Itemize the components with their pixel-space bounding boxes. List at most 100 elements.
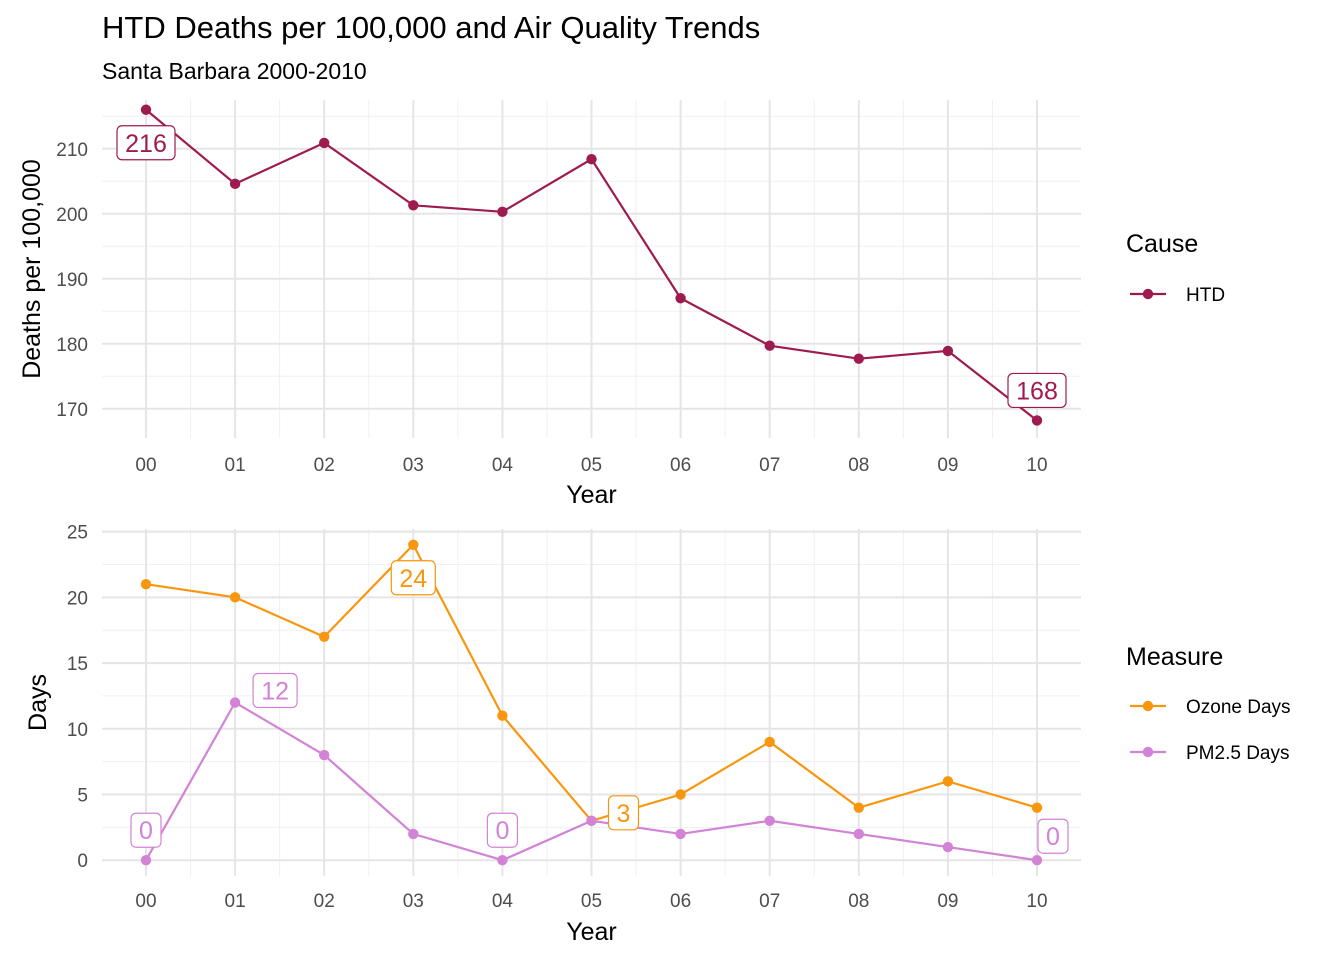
data-point	[408, 200, 419, 211]
x-tick-label: 03	[403, 891, 424, 912]
data-point	[319, 631, 330, 642]
data-point	[408, 828, 419, 840]
data-point	[942, 776, 954, 787]
x-tick-label: 09	[937, 455, 958, 476]
data-point	[497, 855, 508, 866]
data-point	[675, 293, 686, 304]
data-label: 12	[261, 678, 289, 706]
y-tick-label: 10	[67, 720, 88, 741]
y-tick-label: 210	[56, 140, 88, 161]
data-label: 0	[495, 817, 509, 845]
legend-title: Measure	[1126, 643, 1223, 671]
data-label-box: 168	[1007, 372, 1067, 409]
data-point	[764, 340, 775, 351]
data-point	[140, 855, 152, 866]
data-point	[229, 178, 241, 190]
y-tick-label: 20	[67, 588, 88, 609]
chart-title: HTD Deaths per 100,000 and Air Quality T…	[102, 10, 761, 45]
legend-key-point	[1142, 288, 1154, 300]
data-label-frame	[130, 812, 162, 848]
data-point	[1031, 415, 1043, 426]
data-point	[675, 828, 686, 840]
data-label-box: 24	[390, 560, 436, 596]
data-label: 3	[617, 800, 631, 828]
data-label-box: 12	[252, 672, 298, 709]
y-tick-label: 200	[56, 205, 88, 226]
data-point	[319, 749, 330, 761]
x-tick-label: 08	[848, 455, 869, 476]
data-point	[497, 206, 508, 217]
y-tick-label: 180	[56, 335, 88, 356]
x-tick-label: 00	[135, 891, 156, 912]
x-tick-label: 05	[581, 455, 602, 476]
data-label: 168	[1016, 377, 1058, 405]
x-tick-label: 04	[492, 455, 514, 476]
data-label: 0	[139, 817, 153, 845]
data-point	[229, 592, 241, 603]
data-label-frame	[116, 125, 176, 161]
y-tick-label: 5	[77, 786, 88, 807]
legend-1: Cause HTD	[1126, 230, 1225, 306]
x-tick-label: 00	[135, 455, 156, 476]
data-point	[764, 736, 775, 748]
x-tick-label: 02	[314, 891, 335, 912]
data-label: 0	[1046, 823, 1060, 851]
x-tick-label: 09	[937, 891, 958, 912]
data-point	[942, 841, 954, 853]
data-point	[853, 802, 864, 813]
data-point	[140, 104, 152, 115]
x-tick-label: 05	[581, 891, 602, 912]
data-label: 24	[399, 565, 427, 593]
data-label-frame	[390, 560, 436, 596]
legend-label: HTD	[1186, 285, 1225, 306]
data-label-box: 0	[130, 812, 162, 848]
legend-label: PM2.5 Days	[1186, 743, 1289, 764]
data-point	[319, 137, 330, 149]
x-tick-label: 02	[314, 455, 335, 476]
legend-2: Measure Ozone Days PM2.5 Days	[1126, 643, 1291, 764]
x-tick-label: 07	[759, 891, 780, 912]
data-point	[853, 828, 864, 840]
legend-title: Cause	[1126, 230, 1198, 258]
data-point	[853, 353, 864, 364]
legend-key-point	[1142, 746, 1154, 758]
data-label-frame	[252, 672, 298, 709]
data-point	[140, 579, 152, 590]
data-label-box: 0	[486, 812, 518, 848]
x-tick-label: 07	[759, 455, 780, 476]
data-point	[1031, 802, 1043, 813]
x-tick-label: 04	[492, 891, 514, 912]
x-tick-label: 01	[225, 891, 246, 912]
legend-label: Ozone Days	[1186, 697, 1291, 718]
data-point	[586, 815, 597, 826]
x-axis-title: Year	[566, 918, 617, 946]
y-tick-label: 25	[67, 523, 88, 544]
data-label-box: 3	[607, 795, 640, 831]
data-point	[764, 815, 775, 826]
data-label: 216	[125, 130, 167, 158]
data-point	[497, 710, 508, 721]
data-point	[942, 345, 954, 357]
x-tick-label: 06	[670, 455, 691, 476]
data-point	[408, 539, 419, 550]
y-axis-title: Days	[24, 674, 52, 731]
x-tick-label: 08	[848, 891, 869, 912]
x-tick-label: 10	[1026, 455, 1047, 476]
data-label-frame	[1007, 372, 1067, 409]
x-tick-label: 06	[670, 891, 691, 912]
chart-subtitle: Santa Barbara 2000-2010	[102, 58, 367, 84]
y-tick-label: 190	[56, 270, 88, 291]
data-point	[675, 789, 686, 800]
data-label-frame	[486, 812, 518, 848]
data-label-box: 216	[116, 125, 176, 161]
data-label-frame	[1037, 818, 1069, 854]
y-tick-label: 170	[56, 400, 88, 421]
x-tick-label: 10	[1026, 891, 1047, 912]
x-tick-label: 03	[403, 455, 424, 476]
data-point	[1031, 855, 1043, 866]
y-tick-label: 15	[67, 654, 88, 675]
data-label-frame	[607, 795, 640, 831]
y-axis-title: Deaths per 100,000	[18, 159, 46, 379]
